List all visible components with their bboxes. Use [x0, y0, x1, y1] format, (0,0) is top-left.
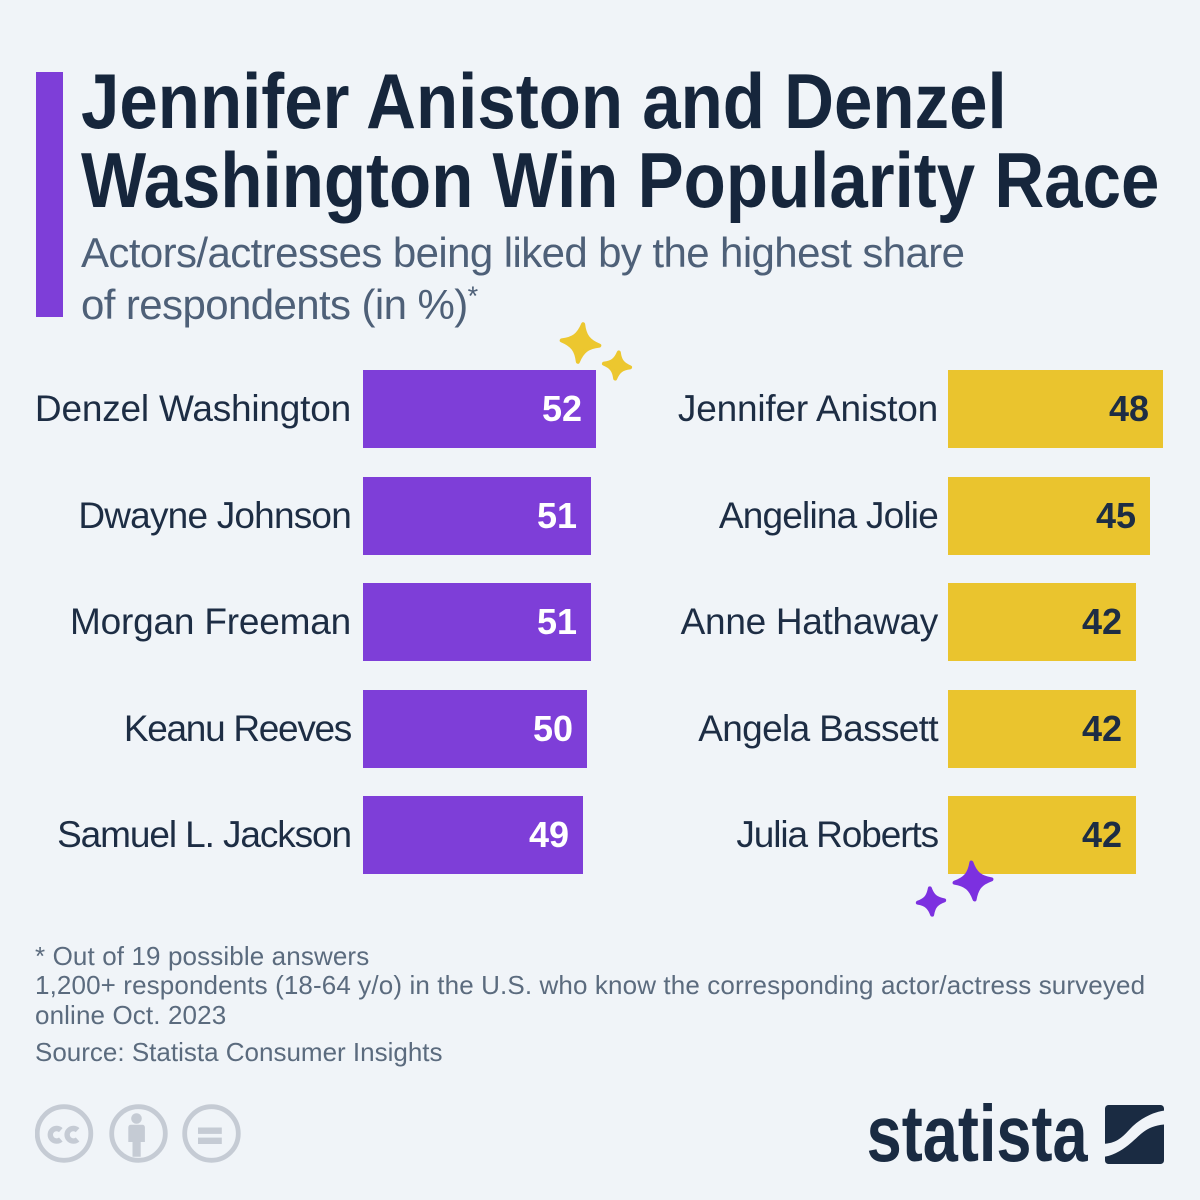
svg-text:statista: statista [867, 1098, 1088, 1168]
